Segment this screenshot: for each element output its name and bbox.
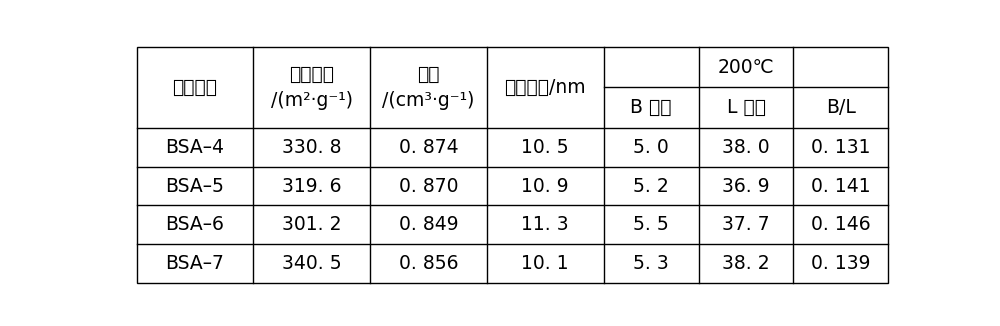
- Text: 301. 2: 301. 2: [282, 215, 342, 234]
- Text: BSA–7: BSA–7: [166, 254, 224, 273]
- Text: 38. 2: 38. 2: [722, 254, 770, 273]
- Text: 330. 8: 330. 8: [282, 138, 342, 157]
- Text: 38. 0: 38. 0: [722, 138, 770, 157]
- Text: 孔容
/(cm³·g⁻¹): 孔容 /(cm³·g⁻¹): [382, 65, 475, 110]
- Text: 5. 2: 5. 2: [633, 176, 669, 196]
- Text: 0. 146: 0. 146: [811, 215, 871, 234]
- Text: BSA–4: BSA–4: [166, 138, 225, 157]
- Text: 319. 6: 319. 6: [282, 176, 342, 196]
- Text: 5. 5: 5. 5: [633, 215, 669, 234]
- Text: B/L: B/L: [826, 98, 856, 117]
- Text: 比表面积
/(m²·g⁻¹): 比表面积 /(m²·g⁻¹): [271, 65, 353, 110]
- Text: L 酸量: L 酸量: [727, 98, 766, 117]
- Text: 340. 5: 340. 5: [282, 254, 342, 273]
- Text: 10. 5: 10. 5: [521, 138, 569, 157]
- Text: 0. 874: 0. 874: [399, 138, 458, 157]
- Text: 0. 139: 0. 139: [811, 254, 871, 273]
- Text: 0. 856: 0. 856: [399, 254, 458, 273]
- Text: 5. 0: 5. 0: [633, 138, 669, 157]
- Text: 0. 131: 0. 131: [811, 138, 871, 157]
- Text: 0. 870: 0. 870: [399, 176, 458, 196]
- Text: BSA–5: BSA–5: [166, 176, 224, 196]
- Text: 11. 3: 11. 3: [521, 215, 569, 234]
- Text: B 酸量: B 酸量: [630, 98, 672, 117]
- Text: 10. 9: 10. 9: [521, 176, 569, 196]
- Text: 200℃: 200℃: [718, 57, 774, 77]
- Text: BSA–6: BSA–6: [166, 215, 224, 234]
- Text: 36. 9: 36. 9: [722, 176, 770, 196]
- Text: 5. 3: 5. 3: [633, 254, 669, 273]
- Text: 0. 141: 0. 141: [811, 176, 871, 196]
- Text: 0. 849: 0. 849: [399, 215, 458, 234]
- Text: 10. 1: 10. 1: [521, 254, 569, 273]
- Text: 37. 7: 37. 7: [722, 215, 770, 234]
- Text: 样品名称: 样品名称: [173, 78, 218, 97]
- Text: 平均孔径/nm: 平均孔径/nm: [504, 78, 586, 97]
